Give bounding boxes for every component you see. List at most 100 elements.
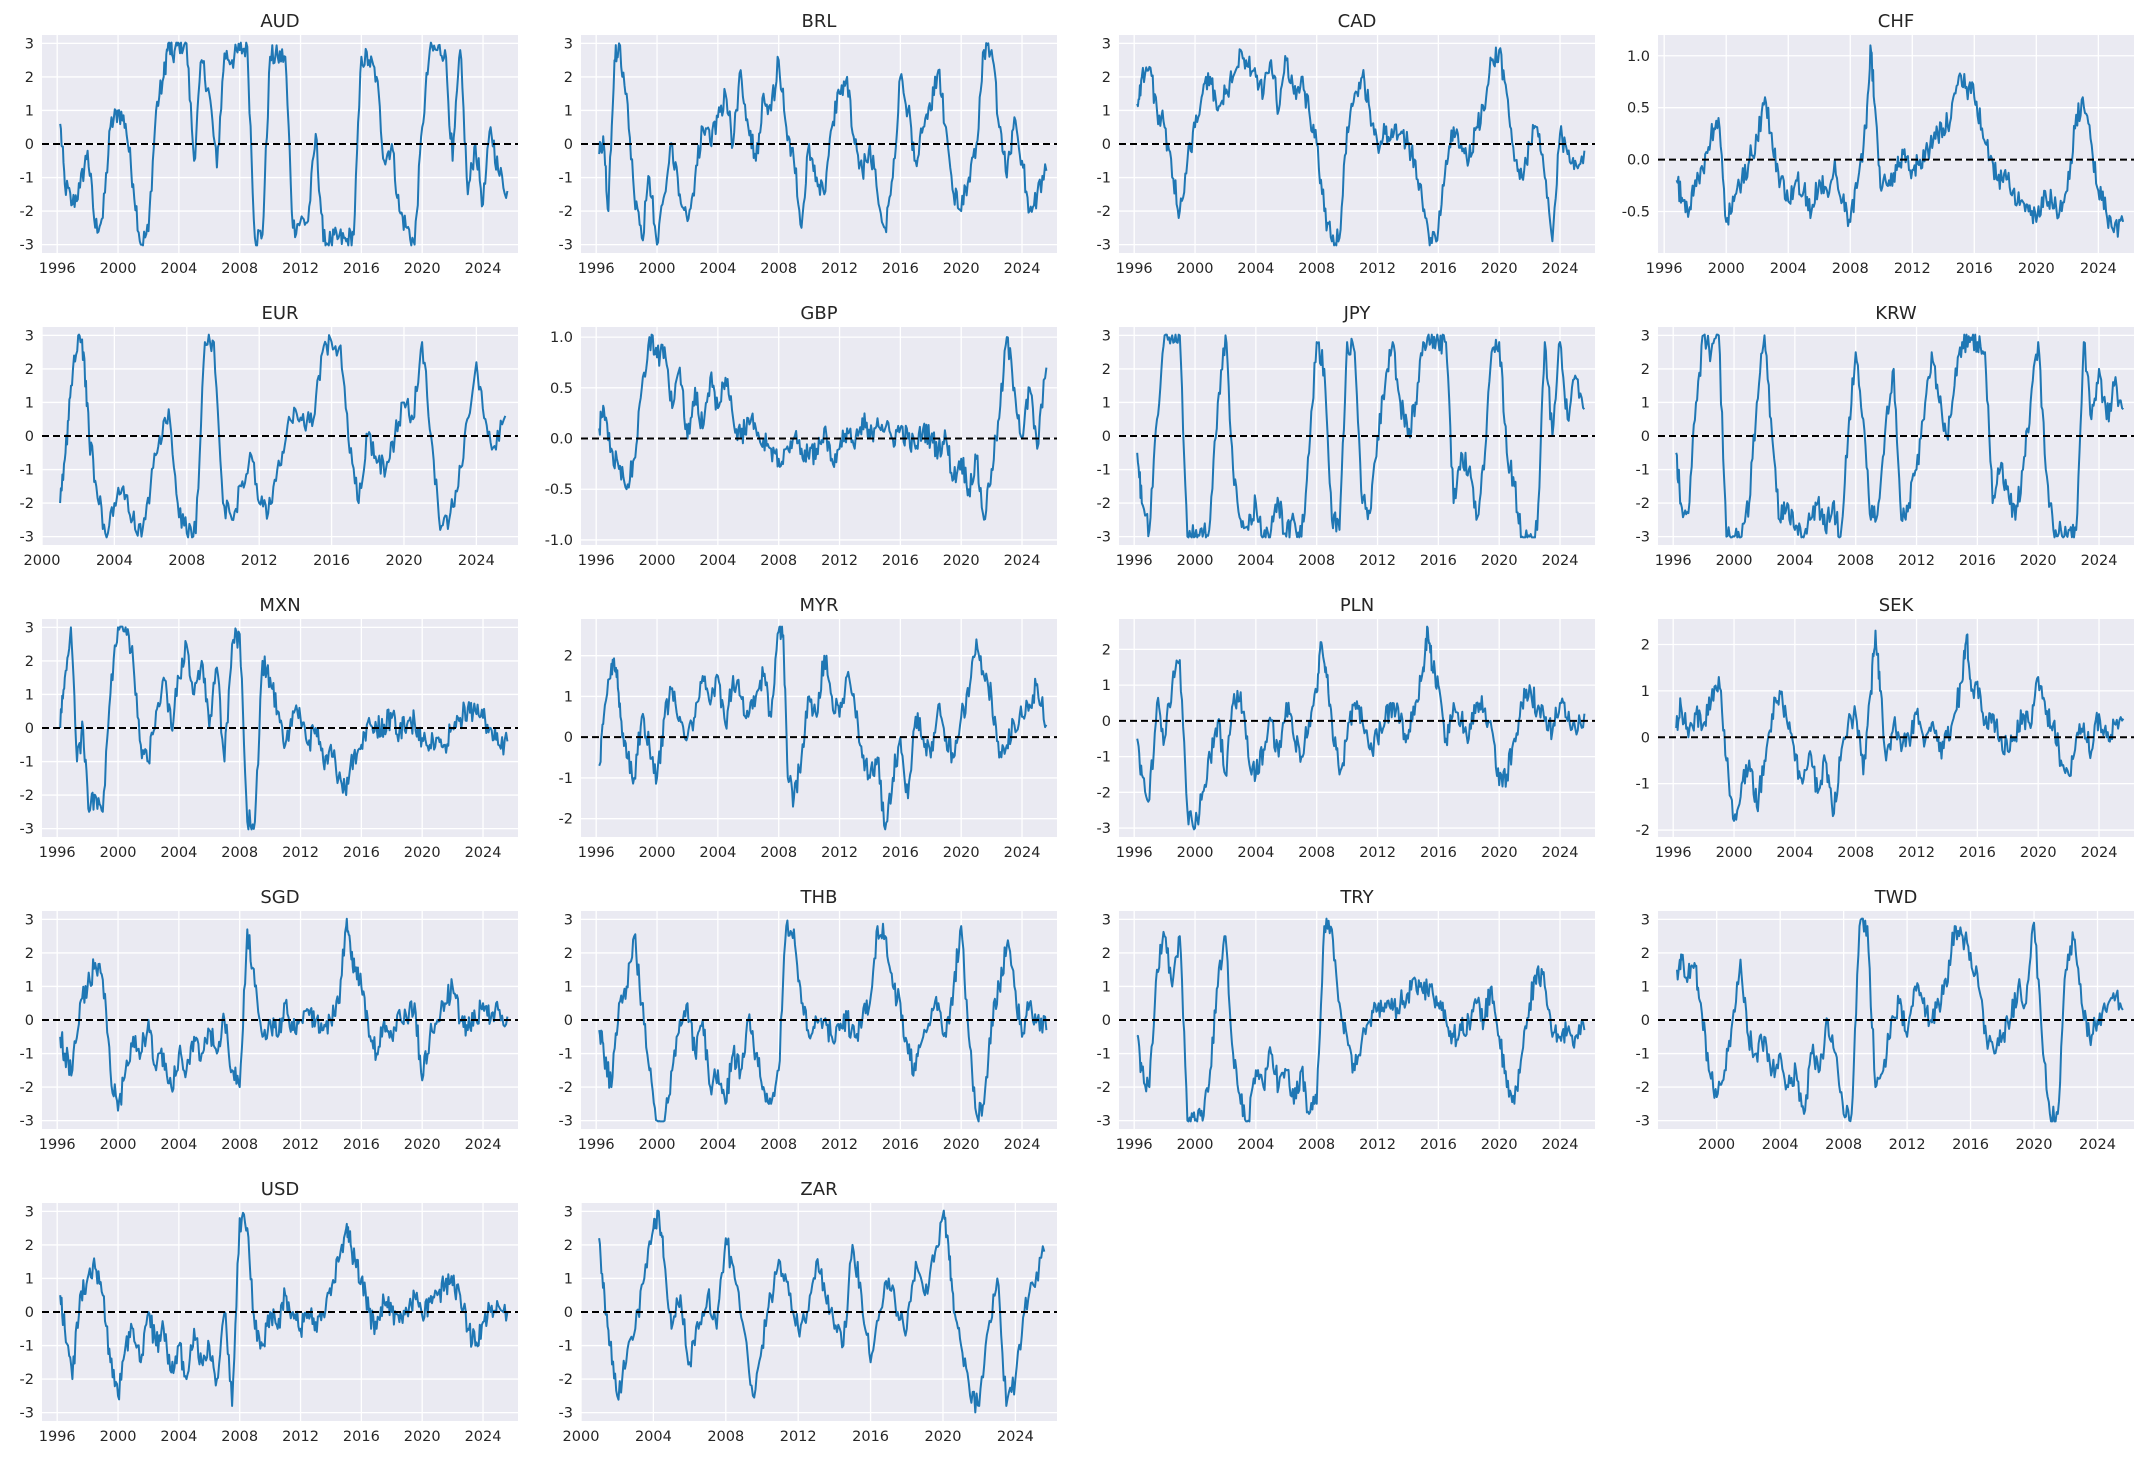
y-tick-label: 1.0	[550, 330, 573, 346]
x-tick-label: 2012	[1359, 261, 1396, 277]
x-tick-label: 2012	[1898, 845, 1935, 861]
x-tick-label: 2004	[1237, 553, 1274, 569]
x-tick-label: 2024	[2081, 845, 2118, 861]
y-tick-label: -3	[1636, 1114, 1650, 1130]
y-tick-label: -1	[1636, 777, 1650, 793]
y-tick-label: 1	[1102, 395, 1111, 411]
x-tick-label: 2008	[221, 1137, 258, 1153]
panel-aud: 1996 2000 2004 2008 2012 2016 2020 2024 -3 -2 -1 0 1…	[20, 11, 518, 277]
x-tick-label: 2020	[404, 845, 441, 861]
y-tick-label: 2	[564, 946, 573, 962]
y-tick-label: 2	[25, 654, 34, 670]
x-tick-label: 2004	[1237, 1137, 1274, 1153]
plot-area	[1658, 35, 2134, 253]
x-tick-label: 2008	[1837, 845, 1874, 861]
x-tick-label: 2024	[2081, 553, 2118, 569]
x-tick-label: 2000	[1177, 553, 1214, 569]
chart-title: TRY	[1339, 887, 1374, 908]
x-tick-label: 2020	[404, 1137, 441, 1153]
x-tick-label: 2012	[1894, 261, 1931, 277]
series-line	[1676, 917, 2124, 1123]
x-tick-label: 2020	[2020, 845, 2057, 861]
x-tick-label: 2024	[1542, 261, 1579, 277]
x-tick-label: 2004	[160, 1137, 197, 1153]
y-tick-label: -2	[1636, 1080, 1650, 1096]
x-tick-label: 2016	[852, 1429, 889, 1445]
x-tick-label: 2016	[343, 845, 380, 861]
x-tick-label: 2000	[1177, 261, 1214, 277]
x-tick-label: 2016	[343, 1429, 380, 1445]
y-tick-label: 1	[1102, 979, 1111, 995]
y-tick-label: -2	[1097, 496, 1111, 512]
x-tick-label: 2024	[1004, 845, 1041, 861]
x-tick-label: 2012	[1359, 553, 1396, 569]
panel-zar: 2000 2004 2008 2012 2016 2020 2024 -3 -2 -1 0 1 2 3 ZA…	[559, 1179, 1057, 1445]
x-tick-label: 2008	[760, 845, 797, 861]
y-tick-label: 1	[25, 979, 34, 995]
x-tick-label: 2016	[1420, 1137, 1457, 1153]
x-tick-label: 2008	[1298, 553, 1335, 569]
y-tick-label: 0	[1641, 730, 1650, 746]
x-tick-label: 2016	[343, 261, 380, 277]
y-tick-label: 2	[1641, 946, 1650, 962]
y-tick-label: -1	[559, 771, 573, 787]
x-tick-label: 2016	[882, 553, 919, 569]
y-tick-label: -3	[1097, 821, 1111, 837]
y-tick-label: -3	[20, 530, 34, 546]
x-tick-label: 2016	[313, 553, 350, 569]
y-tick-label: 1	[1102, 103, 1111, 119]
chart-title: CHF	[1878, 11, 1914, 32]
x-tick-label: 2000	[639, 261, 676, 277]
panel-usd: 1996 2000 2004 2008 2012 2016 2020 2024 -3 -2 -1 0 1…	[20, 1179, 518, 1445]
y-tick-label: -1	[1636, 463, 1650, 479]
y-tick-label: -2	[20, 1372, 34, 1388]
x-tick-label: 2004	[699, 553, 736, 569]
y-tick-label: 2	[25, 946, 34, 962]
y-tick-label: -0.5	[1622, 204, 1650, 220]
y-tick-label: -1	[20, 755, 34, 771]
series-line	[1675, 629, 2125, 822]
y-tick-label: 3	[25, 912, 34, 928]
x-tick-label: 1996	[1116, 261, 1153, 277]
series-line	[1136, 917, 1586, 1123]
x-tick-label: 2004	[1776, 845, 1813, 861]
y-tick-label: 0	[564, 1305, 573, 1321]
y-tick-label: -1	[1097, 463, 1111, 479]
y-tick-label: 3	[25, 328, 34, 344]
x-tick-label: 2024	[1542, 553, 1579, 569]
series-line	[1675, 333, 2125, 539]
x-tick-label: 2024	[1004, 553, 1041, 569]
x-tick-label: 2016	[882, 1137, 919, 1153]
y-tick-label: -2	[20, 204, 34, 220]
x-tick-label: 2012	[1359, 1137, 1396, 1153]
x-tick-label: 1996	[39, 261, 76, 277]
y-tick-label: 1.0	[1627, 49, 1650, 65]
x-tick-label: 2008	[760, 553, 797, 569]
y-tick-label: -2	[559, 204, 573, 220]
y-tick-label: 1	[1641, 979, 1650, 995]
chart-title: EUR	[261, 303, 298, 324]
x-tick-label: 2012	[241, 553, 278, 569]
x-tick-label: 2024	[2080, 261, 2117, 277]
x-tick-label: 2020	[2020, 553, 2057, 569]
x-tick-label: 2004	[1762, 1137, 1799, 1153]
y-tick-label: -1	[20, 1339, 34, 1355]
panel-myr: 1996 2000 2004 2008 2012 2016 2020 2024 -2 -1 0 1 2 M…	[559, 595, 1057, 861]
x-tick-label: 1996	[39, 845, 76, 861]
y-tick-label: 3	[25, 1204, 34, 1220]
y-tick-label: -1	[20, 1047, 34, 1063]
x-tick-label: 2020	[943, 261, 980, 277]
x-tick-label: 1996	[39, 1429, 76, 1445]
y-tick-label: 1	[564, 979, 573, 995]
x-tick-label: 2020	[2018, 261, 2055, 277]
x-tick-label: 2008	[1298, 261, 1335, 277]
y-tick-label: 2	[564, 70, 573, 86]
x-tick-label: 2004	[635, 1429, 672, 1445]
y-tick-label: -2	[20, 1080, 34, 1096]
series-line	[59, 41, 509, 247]
chart-title: SEK	[1879, 595, 1915, 616]
y-tick-label: -3	[20, 1406, 34, 1422]
x-tick-label: 1996	[578, 553, 615, 569]
x-tick-label: 2008	[760, 261, 797, 277]
